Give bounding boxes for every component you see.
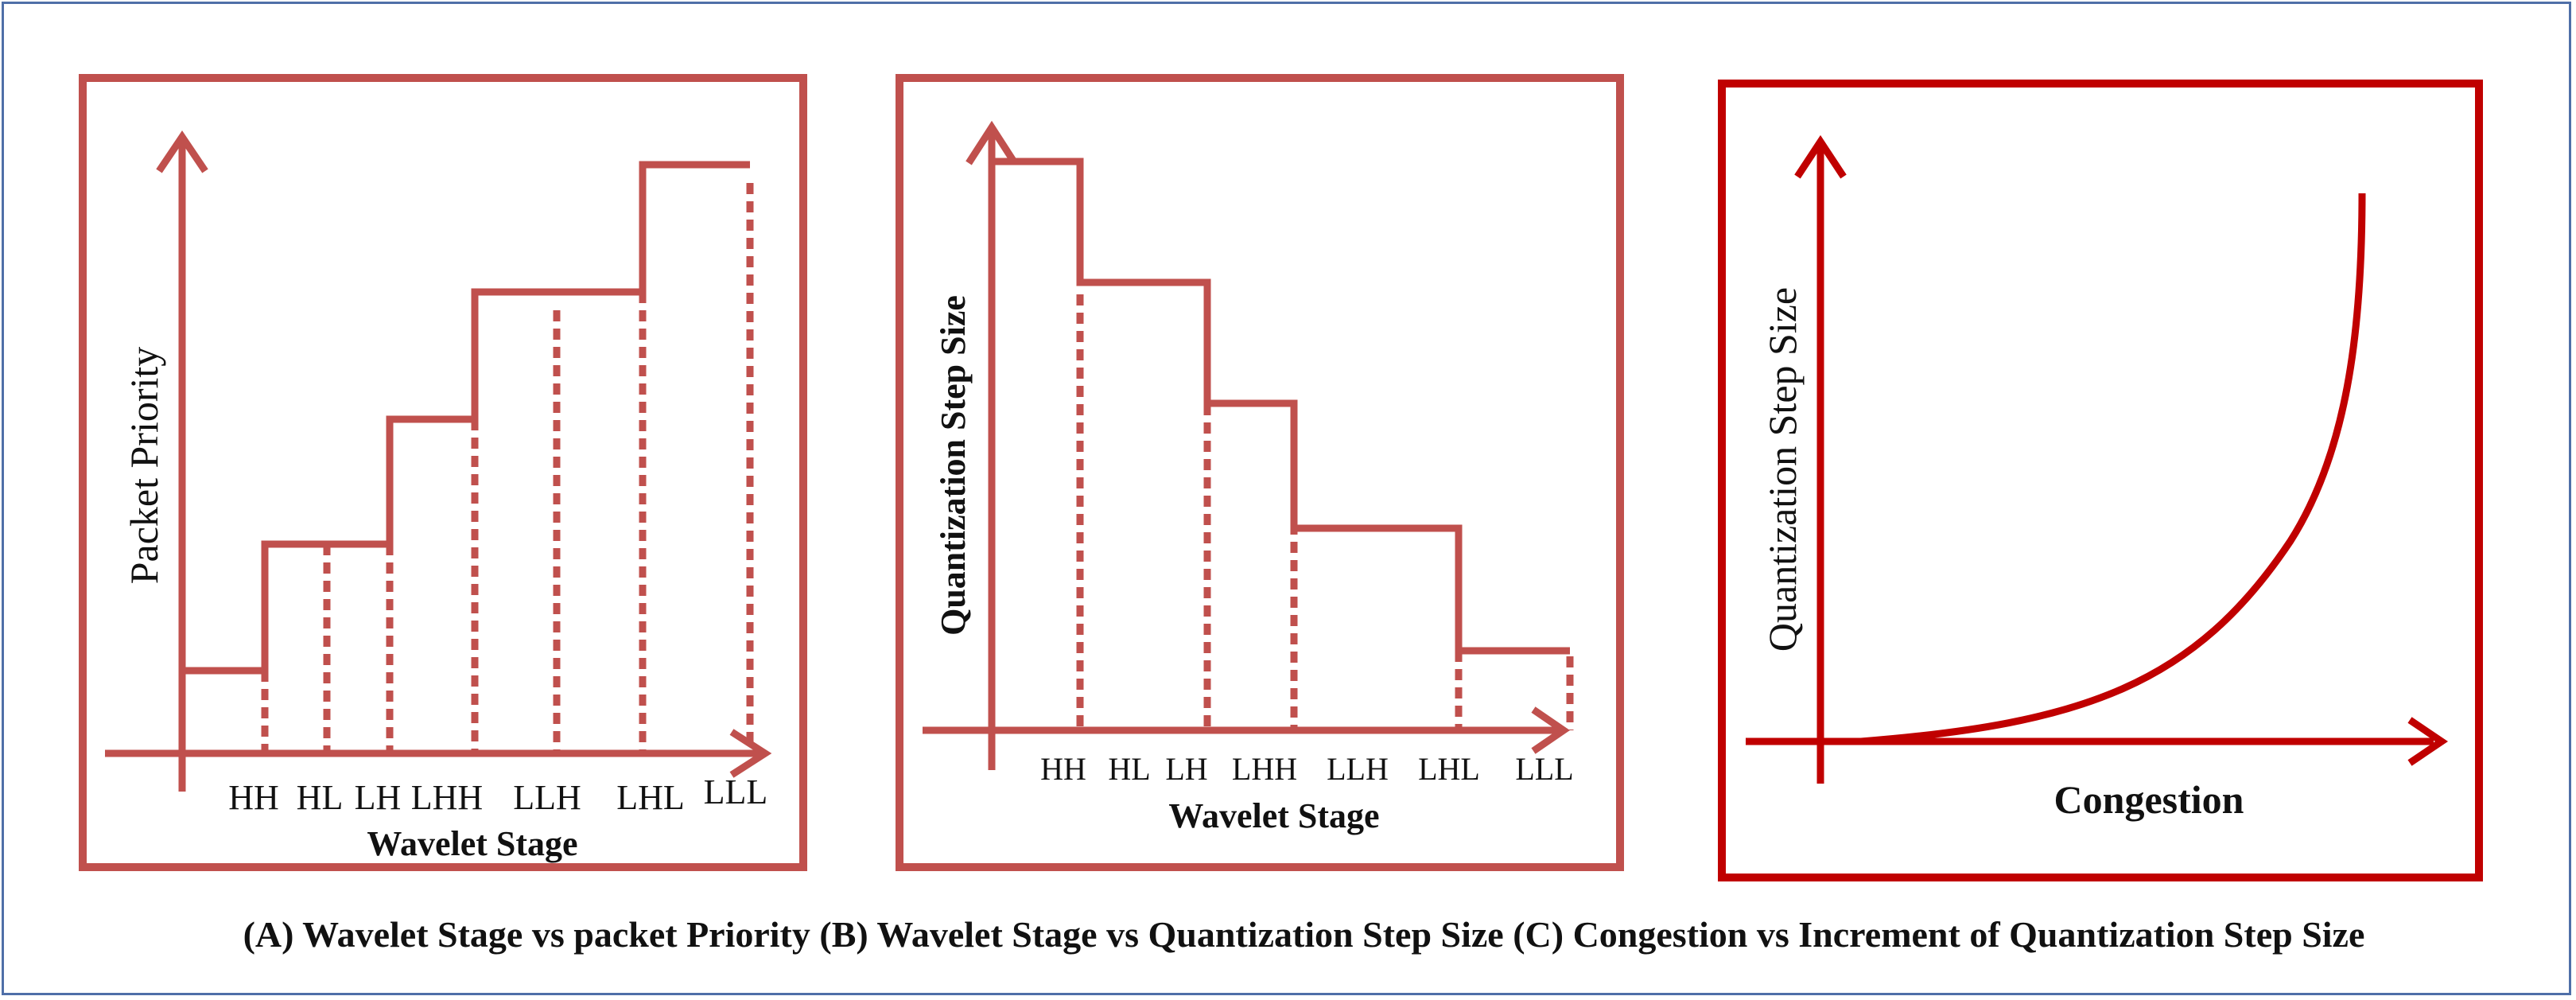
panel-c: Quantization Step Size Congestion xyxy=(1718,80,2483,881)
panel-c-border xyxy=(1718,80,2483,881)
panel-c-x-arrowhead xyxy=(2407,717,2449,766)
panel-a-droplines xyxy=(261,183,754,753)
figure-caption: (A) Wavelet Stage vs packet Priority (B)… xyxy=(243,914,2365,955)
panel-c-x-axis-label: Congestion xyxy=(2054,777,2244,822)
panel-a-tick-label: HH xyxy=(228,778,279,817)
panel-b-y-arrowhead xyxy=(966,120,1018,165)
panel-b-x-arrowhead xyxy=(1531,706,1570,754)
panel-a-x-tick-labels: HH HL LH LHH LLH LHL LLL xyxy=(228,772,767,817)
panel-b-tick-label: LH xyxy=(1165,751,1207,787)
panel-a-y-axis-label: Packet Priority xyxy=(122,347,166,585)
panel-b-tick-label: HL xyxy=(1108,751,1150,787)
panel-b-tick-label: LHH xyxy=(1232,751,1297,787)
panel-c-y-arrowhead xyxy=(1794,134,1847,179)
panel-c-curve xyxy=(1820,193,2366,745)
panel-b-x-axis-label: Wavelet Stage xyxy=(1168,796,1379,835)
panel-a-step-line xyxy=(182,161,750,675)
panel-b-droplines xyxy=(1076,294,1574,730)
panel-b-tick-label: LLH xyxy=(1327,751,1389,787)
panel-b-x-tick-labels: HH HL LH LHH LLH LHL LLL xyxy=(1040,751,1574,787)
panel-a-tick-label: LLL xyxy=(704,772,768,811)
panel-b-step-line xyxy=(992,158,1570,655)
panel-b-y-axis-label: Quantization Step Size xyxy=(934,295,973,636)
panel-a: Packet Priority HH HL LH LHH LLH LHL LLL… xyxy=(79,74,807,871)
panel-a-tick-label: LH xyxy=(355,778,402,817)
panel-b-tick-label: LLL xyxy=(1515,751,1573,787)
panel-b: Quantization Step Size HH HL LH LHH LLH … xyxy=(896,74,1624,871)
panel-b-border xyxy=(896,74,1624,871)
panel-a-y-arrowhead xyxy=(156,130,208,173)
panel-a-tick-label: LHH xyxy=(411,778,483,817)
panel-c-y-axis-label: Quantization Step Size xyxy=(1760,287,1805,652)
panel-b-tick-label: HH xyxy=(1040,751,1086,787)
panel-a-tick-label: LLH xyxy=(513,778,581,817)
panel-b-tick-label: LHL xyxy=(1418,751,1480,787)
panel-a-x-arrowhead xyxy=(729,729,772,778)
panel-a-tick-label: HL xyxy=(297,778,344,817)
panel-a-tick-label: LHL xyxy=(616,778,685,817)
panel-a-border xyxy=(79,74,807,871)
panel-a-x-axis-label: Wavelet Stage xyxy=(367,824,577,863)
